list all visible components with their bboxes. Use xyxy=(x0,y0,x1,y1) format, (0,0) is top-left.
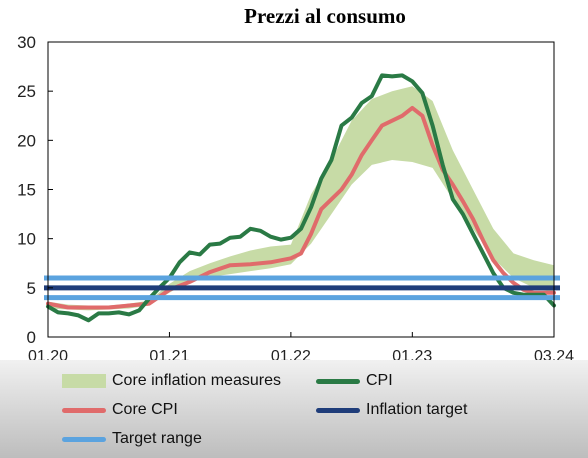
legend-swatch-line xyxy=(316,378,360,384)
legend: Core inflation measures CPI Core CPI Inf… xyxy=(0,360,588,458)
legend-label: Inflation target xyxy=(366,401,468,418)
legend-label: Core CPI xyxy=(112,401,178,418)
hline-layer xyxy=(44,275,560,301)
legend-label: Core inflation measures xyxy=(112,372,281,389)
legend-label: CPI xyxy=(366,372,393,389)
y-tick-label: 20 xyxy=(17,131,36,150)
legend-swatch-line xyxy=(316,407,360,413)
legend-swatch-line xyxy=(62,407,106,413)
legend-swatch-line xyxy=(62,436,106,442)
chart-title: Prezzi al consumo xyxy=(244,4,406,28)
y-tick-label: 15 xyxy=(17,181,36,200)
band-core-inflation-measures xyxy=(48,86,554,311)
y-tick-label: 25 xyxy=(17,82,36,101)
legend-item-inflation-target: Inflation target xyxy=(316,401,467,419)
legend-item-core-cpi: Core CPI xyxy=(62,401,178,419)
legend-item-target-range: Target range xyxy=(62,430,202,448)
series-layer xyxy=(46,73,556,323)
y-tick-label: 0 xyxy=(27,328,36,347)
plot-frame xyxy=(47,41,555,338)
y-tick-label: 30 xyxy=(17,33,36,52)
legend-item-cpi: CPI xyxy=(316,372,393,390)
legend-swatch-area xyxy=(62,374,106,388)
band-layer xyxy=(48,86,554,311)
series-line-cpi xyxy=(46,73,556,323)
legend-item-core-inflation-measures: Core inflation measures xyxy=(62,372,281,390)
y-axis: 0 5 10 15 20 25 30 xyxy=(17,33,53,347)
y-tick-label: 5 xyxy=(27,279,36,298)
legend-label: Target range xyxy=(112,430,202,447)
y-tick-label: 10 xyxy=(17,230,36,249)
